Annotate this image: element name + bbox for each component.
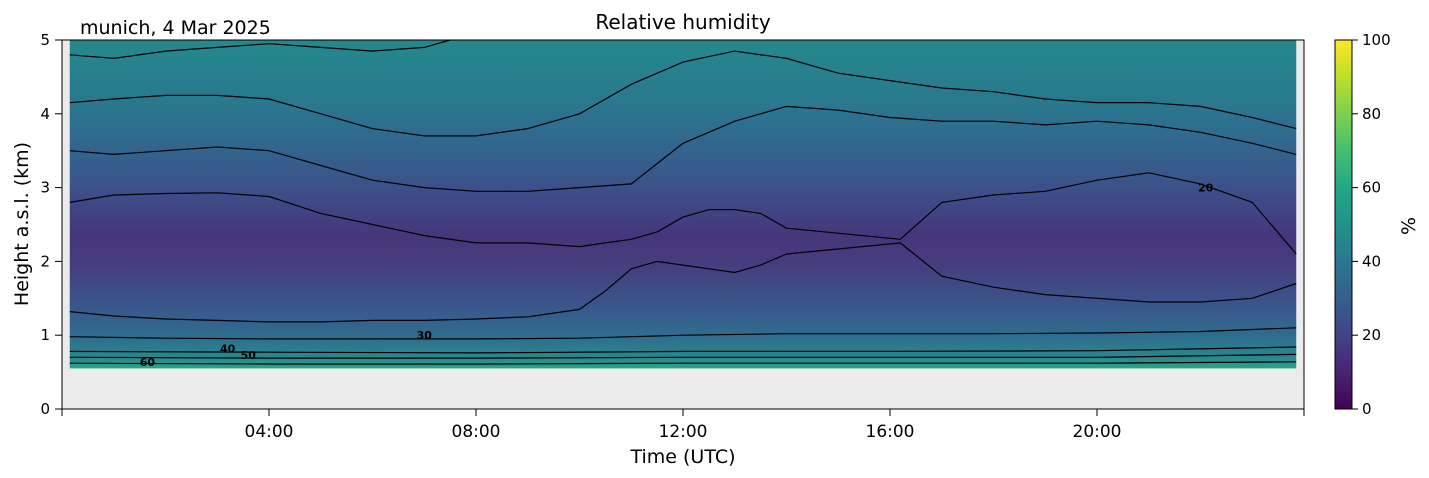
- location-date-label: munich, 4 Mar 2025: [80, 17, 271, 39]
- contour-label: 60: [140, 356, 156, 369]
- chart-title: Relative humidity: [595, 10, 770, 34]
- y-tick-label: 2: [40, 252, 50, 270]
- contour-line-40: [69, 50, 1297, 137]
- y-axis-label: Height a.s.l. (km): [11, 142, 33, 306]
- rh-field: [69, 40, 1297, 369]
- contour-line-30: [69, 105, 1297, 192]
- colorbar-tick-label: 100: [1362, 31, 1391, 49]
- x-axis: 04:00 08:00 12:00 16:00 20:00: [61, 409, 1305, 442]
- contour-label: 30: [417, 329, 433, 342]
- contour-line-30: [69, 327, 1297, 340]
- contour-label: 50: [241, 349, 257, 362]
- plot-area: 20 30 40 50 60: [61, 39, 1305, 410]
- y-tick-label: 0: [40, 400, 50, 418]
- contour-label: 40: [220, 342, 236, 355]
- contour-line-20: [69, 242, 1297, 323]
- y-axis: 0 1 2 3 4 5: [40, 31, 62, 418]
- colorbar-tick-label: 60: [1362, 179, 1381, 197]
- x-tick-label: 12:00: [659, 422, 708, 442]
- y-tick-label: 4: [40, 105, 50, 123]
- x-tick-label: 16:00: [866, 422, 915, 442]
- x-tick-label: 20:00: [1073, 422, 1122, 442]
- contour-line-40: [69, 346, 1297, 354]
- colorbar-label: %: [1398, 217, 1420, 235]
- x-tick-label: 04:00: [245, 422, 294, 442]
- contour-line-20: [69, 172, 1297, 255]
- y-tick-label: 3: [40, 179, 50, 197]
- contour-lines: [69, 40, 1297, 365]
- colorbar-gradient: [1334, 39, 1353, 410]
- x-tick-label: 08:00: [452, 422, 501, 442]
- y-tick-label: 5: [40, 31, 50, 49]
- contour-label: 20: [1198, 182, 1214, 195]
- contour-line-50: [69, 40, 451, 60]
- contour-line-50: [69, 353, 1297, 359]
- colorbar-tick-label: 20: [1362, 326, 1381, 344]
- colorbar-tick-label: 80: [1362, 105, 1381, 123]
- contour-line-60: [69, 361, 1297, 365]
- colorbar-tick-label: 0: [1362, 400, 1372, 418]
- y-tick-label: 1: [40, 326, 50, 344]
- colorbar: 0 20 40 60 80 100: [1334, 31, 1391, 418]
- x-axis-label: Time (UTC): [629, 446, 735, 468]
- colorbar-tick-label: 40: [1362, 252, 1381, 270]
